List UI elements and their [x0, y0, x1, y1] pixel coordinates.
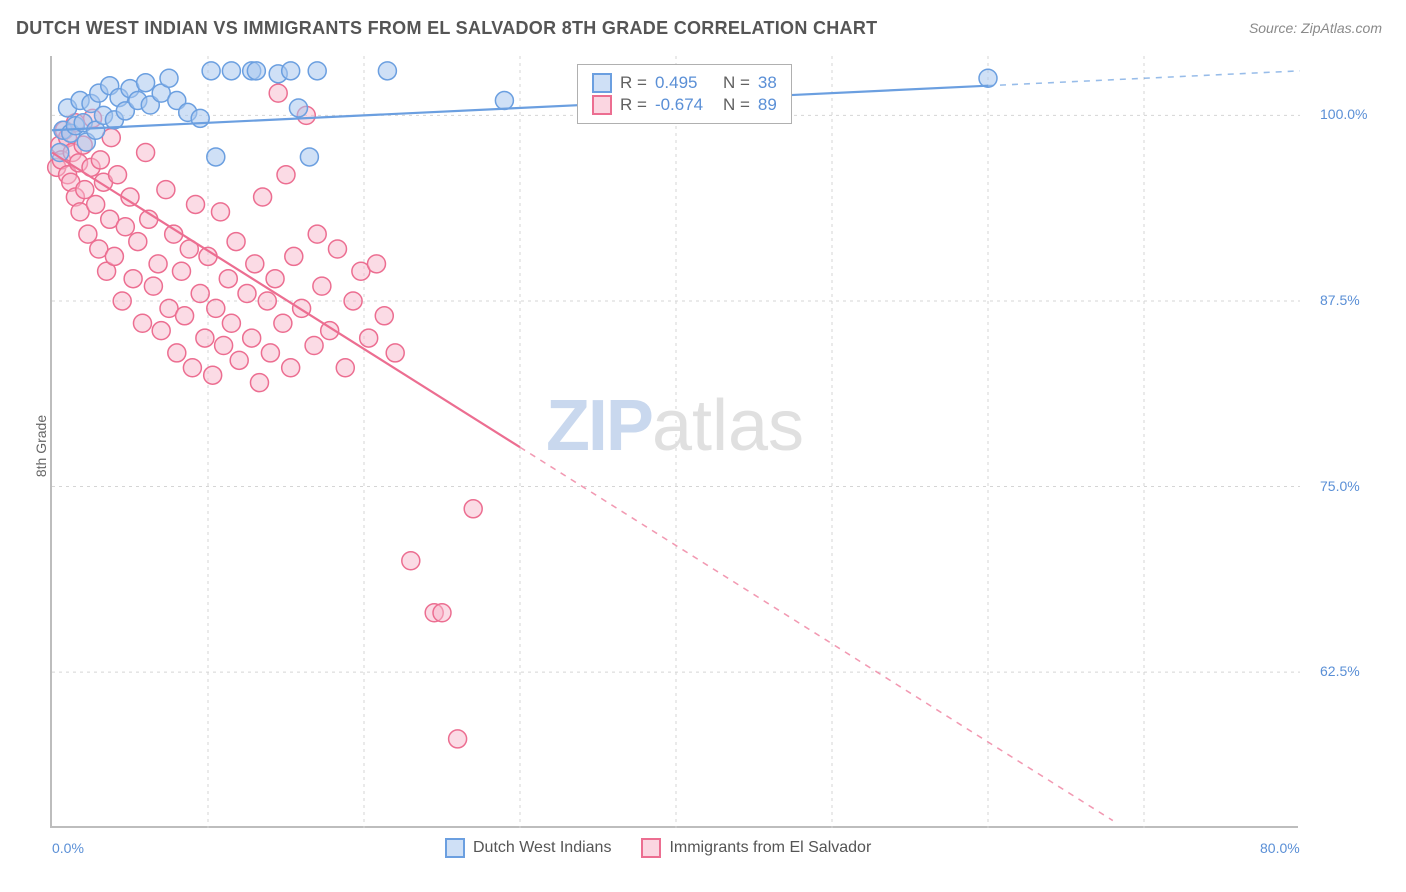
x-tick-label: 0.0%	[52, 840, 84, 856]
legend-label: Immigrants from El Salvador	[669, 839, 871, 856]
chart-title: DUTCH WEST INDIAN VS IMMIGRANTS FROM EL …	[16, 18, 877, 39]
y-tick-label: 87.5%	[1320, 292, 1360, 308]
legend-label: Dutch West Indians	[473, 839, 611, 856]
legend-item: Immigrants from El Salvador	[641, 838, 871, 858]
n-label: N =	[723, 73, 750, 93]
stats-row: R = 0.495 N = 38	[592, 73, 777, 93]
series-legend: Dutch West Indians Immigrants from El Sal…	[445, 838, 871, 858]
r-value: -0.674	[655, 95, 715, 115]
r-label: R =	[620, 73, 647, 93]
y-tick-label: 75.0%	[1320, 478, 1360, 494]
r-value: 0.495	[655, 73, 715, 93]
plot-svg	[52, 56, 1298, 826]
legend-item: Dutch West Indians	[445, 838, 611, 858]
y-tick-label: 62.5%	[1320, 663, 1360, 679]
n-value: 89	[758, 95, 777, 115]
scatter-plot: ZIPatlas R =0.495N =38R =-0.674N =89 100…	[50, 56, 1298, 828]
series-swatch	[592, 73, 612, 93]
x-tick-label: 80.0%	[1260, 840, 1300, 856]
stats-row: R = -0.674 N = 89	[592, 95, 777, 115]
n-label: N =	[723, 95, 750, 115]
n-value: 38	[758, 73, 777, 93]
chart-container: { "title": "DUTCH WEST INDIAN VS IMMIGRA…	[0, 0, 1406, 892]
y-tick-label: 100.0%	[1320, 106, 1367, 122]
legend-swatch	[445, 838, 465, 858]
series-swatch	[592, 95, 612, 115]
legend-swatch	[641, 838, 661, 858]
stats-legend: R = 0.495 N = 38 R = -0.674 N = 89	[577, 64, 792, 124]
source-attribution: Source: ZipAtlas.com	[1249, 20, 1382, 36]
r-label: R =	[620, 95, 647, 115]
y-axis-label: 8th Grade	[33, 415, 49, 477]
